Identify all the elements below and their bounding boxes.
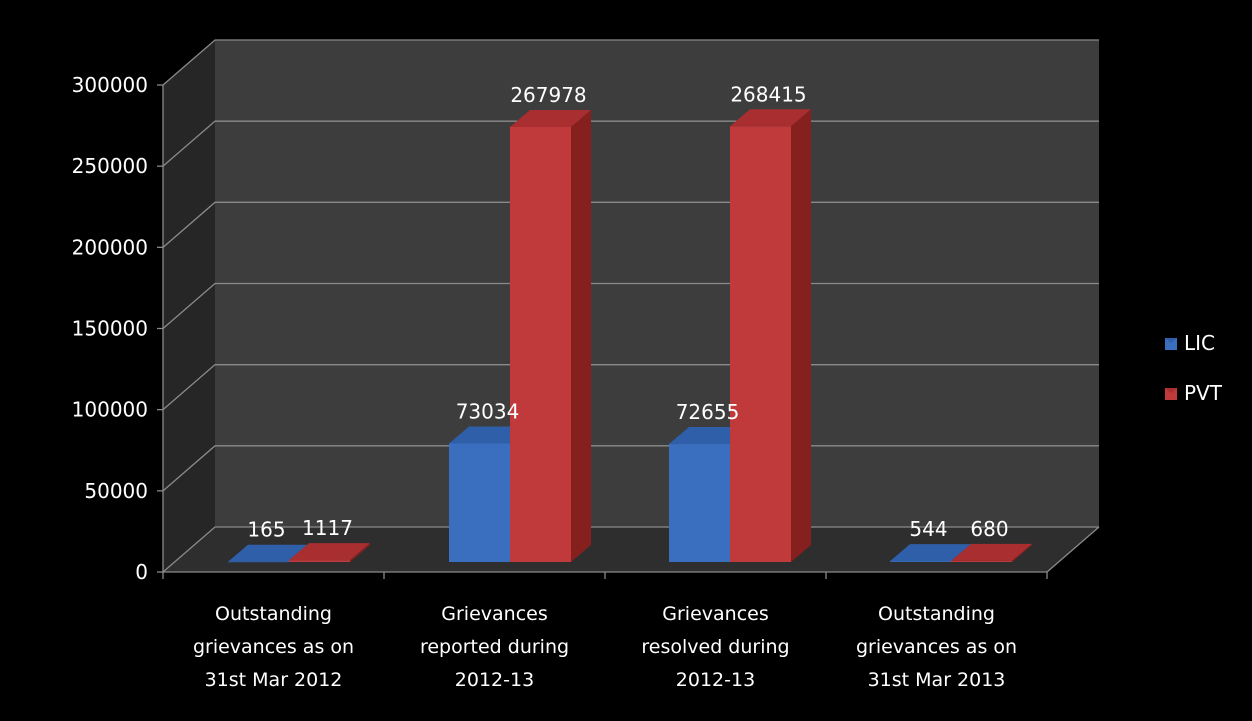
legend-item-pvt: PVT [1165, 381, 1223, 405]
x-category-label: Grievances resolved during 2012-13 [641, 603, 789, 691]
legend-swatch [1165, 388, 1177, 400]
data-label: 73034 [456, 399, 520, 423]
bar-front-face [510, 126, 571, 563]
legend-swatch-top [1165, 388, 1177, 393]
bar-side-face [1012, 543, 1032, 562]
bar-side-face [350, 543, 370, 562]
bar-front-face [730, 126, 791, 562]
bar-top-face [669, 427, 750, 445]
legend-label: LIC [1184, 331, 1215, 355]
bar-front-face [228, 561, 289, 563]
bar-front-face [289, 560, 350, 562]
legend-item-lic: LIC [1165, 331, 1215, 355]
bar-front-face [951, 560, 1012, 562]
bar-pvt [730, 109, 811, 562]
legend: LIC PVT [1165, 331, 1223, 405]
bar-top-face [289, 543, 370, 561]
data-labels: 165 1117 73034 267978 72655 268415 544 680 [247, 82, 1008, 541]
y-tick-label: 300000 [72, 73, 148, 97]
data-label: 72655 [676, 400, 740, 424]
y-tick-label: 50000 [84, 479, 148, 503]
y-tick-label: 150000 [72, 317, 148, 341]
y-tick-label: 250000 [72, 154, 148, 178]
y-tick-label: 0 [135, 560, 148, 584]
floor-edge [1046, 526, 1100, 573]
y-tick-label: 100000 [72, 398, 148, 422]
bar-pvt [951, 543, 1032, 562]
bar-side-face [571, 109, 591, 562]
bar-pvt [510, 109, 591, 563]
bars [228, 109, 1032, 563]
legend-label: PVT [1184, 381, 1223, 405]
bar-top-face [449, 426, 530, 444]
legend-swatch-top [1165, 338, 1177, 343]
x-category-label: Grievances reported during 2012-13 [420, 603, 569, 691]
bar-front-face [669, 444, 730, 562]
x-category-label: Outstanding grievances as on 31st Mar 2012 [193, 603, 354, 691]
data-label: 680 [970, 517, 1008, 541]
bar-top-face [951, 543, 1032, 561]
data-label: 544 [909, 517, 947, 541]
gridline [162, 39, 1099, 86]
bar-front-face [449, 443, 510, 562]
bar-pvt [289, 543, 370, 562]
data-label: 267978 [510, 83, 586, 107]
bar-top-face [890, 544, 971, 562]
legend-swatch [1165, 338, 1177, 350]
bar-top-face [228, 544, 309, 562]
bar-front-face [890, 561, 951, 562]
y-axis: 0 50000 100000 150000 200000 250000 300000 [72, 73, 164, 584]
chart-walls [163, 40, 1099, 572]
bar-top-face [510, 109, 591, 127]
bar-top-face [730, 109, 811, 127]
data-label: 1117 [302, 516, 353, 540]
data-label: 268415 [730, 82, 806, 106]
y-tick-label: 200000 [72, 235, 148, 259]
data-label: 165 [247, 518, 285, 542]
floor [163, 527, 1099, 572]
x-axis: Outstanding grievances as on 31st Mar 2012… [162, 571, 1048, 691]
bar-side-face [791, 109, 811, 562]
x-category-label: Outstanding grievances as on 31st Mar 2013 [856, 603, 1017, 691]
